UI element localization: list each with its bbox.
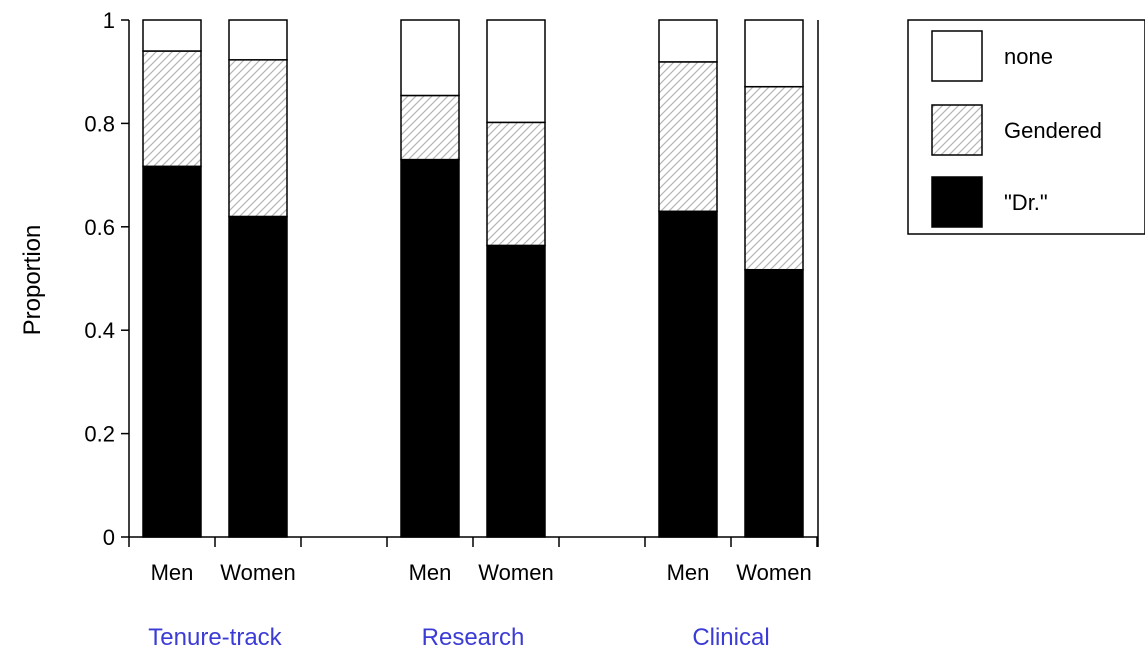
legend: none Gendered "Dr." [907, 19, 1145, 235]
bar-segment-gendered-research-men [400, 94, 460, 161]
plot-area: 0 0.2 0.4 0.6 0.8 1 Men Women Tenure-track Men Wom… [84, 8, 819, 651]
bar-segment-gendered-research-women [486, 121, 546, 247]
y-tick-label: 0.2 [84, 422, 115, 447]
bar-segment-dr-tenure-track-men [142, 165, 202, 538]
bar-segment-dr-clinical-women [744, 268, 804, 538]
x-tick-label: Women [220, 560, 295, 585]
bar-segment-none-tenure-track-men [142, 19, 202, 52]
y-tick-label: 0.8 [84, 111, 115, 136]
legend-label-none: none [1004, 44, 1053, 69]
bar-segment-gendered-clinical-women [744, 85, 804, 271]
x-tick-label: Women [736, 560, 811, 585]
legend-label-dr: "Dr." [1004, 190, 1048, 215]
group-label: Clinical [692, 624, 769, 651]
x-tick-label: Men [667, 560, 710, 585]
x-tick-label: Men [151, 560, 194, 585]
bar-segment-gendered-tenure-track-women [228, 59, 288, 218]
y-tick-label: 0.4 [84, 318, 115, 343]
y-tick-label: 0 [103, 525, 115, 550]
legend-swatch-none [931, 30, 983, 82]
bar-segment-gendered-tenure-track-men [142, 50, 202, 168]
bar-segment-none-tenure-track-women [228, 19, 288, 61]
bar-segment-none-clinical-women [744, 19, 804, 88]
bar-segment-dr-tenure-track-women [228, 215, 288, 538]
bar-segment-none-research-men [400, 19, 460, 97]
x-tick-label: Men [409, 560, 452, 585]
bar-segment-dr-research-women [486, 244, 546, 538]
y-tick-label: 1 [103, 8, 115, 33]
legend-label-gendered: Gendered [1004, 118, 1102, 143]
bar-segment-none-research-women [486, 19, 546, 124]
legend-swatch-dr [931, 176, 983, 228]
bar-segment-none-clinical-men [658, 19, 718, 63]
x-tick-label: Women [478, 560, 553, 585]
legend-swatch-gendered [931, 104, 983, 156]
bar-segment-dr-clinical-men [658, 210, 718, 538]
bar-segment-gendered-clinical-men [658, 61, 718, 213]
group-label: Tenure-track [148, 624, 282, 651]
y-tick-label: 0.6 [84, 215, 115, 240]
group-label: Research [422, 624, 525, 651]
y-axis-title: Proportion [19, 225, 46, 336]
bar-segment-dr-research-men [400, 158, 460, 538]
